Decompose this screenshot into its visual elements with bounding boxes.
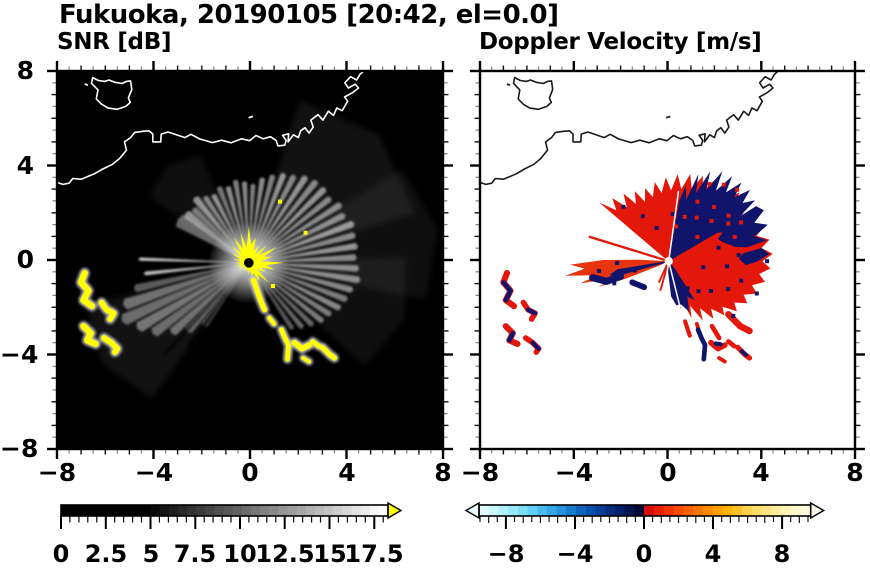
snr-colorbar-tick-label: 17.5 bbox=[344, 540, 404, 568]
axis-ticks bbox=[470, 61, 865, 459]
snr-colorbar-tick-label: 2.5 bbox=[84, 540, 128, 568]
doppler-colorbar-tick-label: 4 bbox=[704, 540, 722, 568]
coastline-islet bbox=[84, 83, 89, 87]
radar-site-hole bbox=[664, 257, 673, 266]
radar-site-dot bbox=[244, 258, 254, 268]
doppler-colorbar-tick-label: −8 bbox=[487, 540, 525, 568]
x-tick-label-dop: −4 bbox=[554, 458, 594, 487]
y-tick-label: −8 bbox=[0, 434, 39, 463]
x-tick-label-dop: 4 bbox=[752, 458, 770, 487]
x-tick-label-dop: 0 bbox=[659, 458, 677, 487]
x-tick-label-snr: 0 bbox=[241, 458, 259, 487]
snr-plot-svg bbox=[47, 61, 453, 459]
doppler-colorbar-svg bbox=[464, 501, 826, 529]
x-tick-label-snr: 4 bbox=[338, 458, 356, 487]
snr-specks bbox=[270, 199, 308, 288]
coastline-islet bbox=[665, 115, 671, 119]
doppler-colorbar-over-arrow bbox=[810, 501, 826, 520]
y-tick-label: 8 bbox=[16, 56, 34, 85]
doppler-gap-lines bbox=[662, 190, 681, 308]
doppler-clutter-patches bbox=[500, 269, 753, 364]
doppler-colorbar-under-arrow bbox=[464, 501, 480, 520]
plot-frame bbox=[478, 69, 857, 451]
snr-colorbar-tick-label: 12.5 bbox=[255, 540, 315, 568]
coastline-island bbox=[90, 76, 133, 111]
y-tick-label: 4 bbox=[16, 151, 34, 180]
dop-plot-svg bbox=[470, 61, 865, 459]
y-tick-label: 0 bbox=[16, 245, 34, 274]
snr-clutter-patches bbox=[77, 269, 338, 364]
snr-colorbar-over-arrow bbox=[387, 501, 403, 520]
snr-colorbar-tick-label: 15 bbox=[313, 540, 347, 568]
doppler-colorbar-tick-label: 0 bbox=[635, 540, 653, 568]
x-tick-label-dop: 8 bbox=[846, 458, 864, 487]
x-tick-label-snr: −4 bbox=[134, 458, 174, 487]
coastline-island bbox=[512, 76, 554, 111]
doppler-colorbar-tick-label: −4 bbox=[556, 540, 594, 568]
coastline bbox=[478, 70, 779, 186]
x-tick-label-snr: −8 bbox=[37, 458, 77, 487]
snr-colorbar-tick-label: 0 bbox=[52, 540, 70, 568]
snr-colorbar-svg bbox=[60, 501, 403, 529]
snr-colorbar-tick-label: 7.5 bbox=[173, 540, 217, 568]
snr-colorbar-tick-label: 5 bbox=[142, 540, 160, 568]
coastline-islet bbox=[248, 115, 254, 119]
snr-panel-title: SNR [dB] bbox=[57, 29, 172, 55]
doppler-negative-echo bbox=[589, 171, 770, 312]
snr-saturated-core bbox=[231, 226, 284, 283]
y-tick-label: −4 bbox=[0, 340, 39, 369]
doppler-panel-title: Doppler Velocity [m/s] bbox=[479, 29, 762, 55]
plot-frame bbox=[55, 69, 445, 451]
coastline-islet bbox=[506, 83, 511, 87]
snr-colorbar-tick-label: 10 bbox=[223, 540, 257, 568]
x-tick-label-dop: −8 bbox=[460, 458, 500, 487]
doppler-speckles bbox=[597, 182, 770, 318]
x-tick-label-snr: 8 bbox=[434, 458, 452, 487]
doppler-colorbar-tick-label: 8 bbox=[773, 540, 791, 568]
coastline bbox=[55, 70, 364, 186]
figure-title: Fukuoka, 20190105 [20:42, el=0.0] bbox=[59, 0, 559, 30]
